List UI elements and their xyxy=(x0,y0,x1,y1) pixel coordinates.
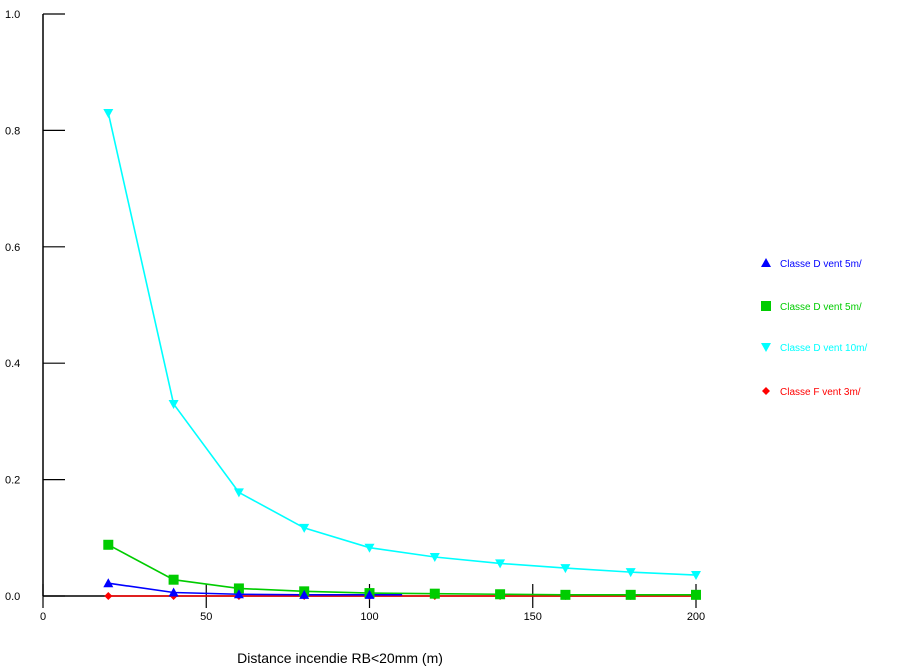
series-line xyxy=(107,544,696,596)
legend-marker xyxy=(761,301,771,311)
data-point xyxy=(495,589,506,600)
data-point xyxy=(299,523,310,533)
y-tick-label: 0.8 xyxy=(5,125,20,137)
data-point xyxy=(104,592,113,600)
data-point xyxy=(625,568,636,578)
series-markers xyxy=(103,108,701,600)
data-point xyxy=(495,559,506,569)
data-point xyxy=(429,588,440,599)
data-point xyxy=(168,574,179,585)
y-ticks: 0.0 0.2 0.4 0.6 0.8 1.0 xyxy=(5,9,65,603)
data-point xyxy=(560,564,571,574)
legend-marker xyxy=(761,343,771,352)
data-point xyxy=(429,553,440,563)
series-line xyxy=(108,582,403,596)
y-tick-label: 0.6 xyxy=(5,242,20,254)
y-tick-label: 1.0 xyxy=(5,9,20,21)
data-point xyxy=(625,589,636,600)
legend-label: Classe D vent 10m/ xyxy=(780,343,867,354)
data-point xyxy=(233,488,244,498)
data-point xyxy=(691,571,701,581)
data-point xyxy=(103,539,114,550)
x-axis-title: Distance incendie RB<20mm (m) xyxy=(237,650,443,666)
data-point xyxy=(168,587,179,597)
data-point xyxy=(560,589,571,600)
x-tick-label: 100 xyxy=(360,611,378,623)
legend-label: Classe D vent 5m/ xyxy=(780,302,862,313)
data-point xyxy=(103,578,114,588)
x-tick-label: 150 xyxy=(524,611,542,623)
legend-label: Classe F vent 3m/ xyxy=(780,387,861,398)
legend-label: Classe D vent 5m/ xyxy=(780,259,862,270)
axes: 0.0 0.2 0.4 0.6 0.8 1.0 0 50 100 150 200 xyxy=(5,9,705,623)
series-line xyxy=(107,112,697,576)
legend-marker xyxy=(761,258,771,267)
data-point xyxy=(168,399,179,409)
y-tick-label: 0.0 xyxy=(5,591,20,603)
legend: Classe D vent 5m/Classe D vent 5m/Classe… xyxy=(761,258,867,398)
data-point xyxy=(103,108,114,118)
y-tick-label: 0.2 xyxy=(5,475,20,487)
data-point xyxy=(364,543,375,553)
x-tick-label: 50 xyxy=(200,611,212,623)
legend-marker xyxy=(762,387,770,395)
series-lines xyxy=(107,112,697,597)
data-point xyxy=(691,589,701,600)
data-point xyxy=(233,589,244,599)
data-point xyxy=(364,589,375,599)
x-tick-label: 0 xyxy=(40,611,46,623)
x-tick-label: 200 xyxy=(687,611,705,623)
data-point xyxy=(233,583,244,594)
y-tick-label: 0.4 xyxy=(5,358,20,370)
data-point xyxy=(299,589,310,599)
